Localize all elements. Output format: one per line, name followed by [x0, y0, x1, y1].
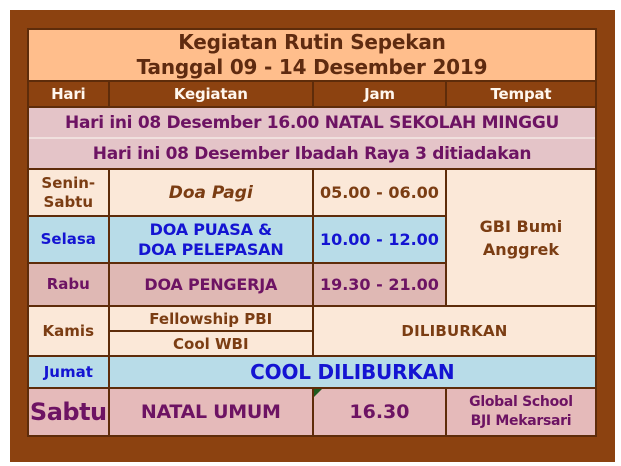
day-cell-sabtu: Sabtu — [29, 389, 110, 435]
status-cell-kamis-diliburkan: DILIBURKAN — [313, 307, 595, 357]
activity-cell-doa-pagi: Doa Pagi — [109, 170, 314, 217]
day-cell-jumat: Jumat — [29, 357, 110, 389]
day-cell-kamis: Kamis — [29, 307, 110, 357]
column-header-jam: Jam — [313, 82, 447, 108]
activity-cell-fellowship-pbi: Fellowship PBI — [109, 307, 314, 332]
day-cell-rabu: Rabu — [29, 264, 110, 307]
time-cell-doa-pagi: 05.00 - 06.00 — [313, 170, 447, 217]
day-senin-line1: Senin- — [41, 173, 96, 192]
venue-cell-gbi-bumi-anggrek: GBI Bumi Anggrek — [446, 170, 595, 307]
activity-cell-natal-umum: NATAL UMUM — [109, 389, 314, 435]
announcement-ibadah-raya: Hari ini 08 Desember Ibadah Raya 3 ditia… — [29, 139, 595, 170]
venue-global-school-line2: BJI Mekarsari — [470, 413, 572, 429]
column-header-row: Hari Kegiatan Jam Tempat — [29, 82, 595, 108]
activity-cell-cool-wbi: Cool WBI — [109, 332, 314, 357]
activity-cell-doa-puasa: DOA PUASA & DOA PELEPASAN — [109, 217, 314, 264]
status-cell-cool-diliburkan: COOL DILIBURKAN — [109, 357, 595, 389]
day-cell-senin-sabtu: Senin- Sabtu — [29, 170, 110, 217]
time-cell-doa-pengerja: 19.30 - 21.00 — [313, 264, 447, 307]
activity-cell-doa-pengerja: DOA PENGERJA — [109, 264, 314, 307]
announcement-natal-sekolah-minggu: Hari ini 08 Desember 16.00 NATAL SEKOLAH… — [29, 108, 595, 139]
page-title-line2: Tanggal 09 - 14 Desember 2019 — [136, 55, 488, 79]
venue-cell-global-school: Global School BJI Mekarsari — [446, 389, 595, 435]
time-cell-doa-puasa: 10.00 - 12.00 — [313, 217, 447, 264]
time-natal-umum-value: 16.30 — [349, 401, 410, 423]
venue-global-school-line1: Global School — [469, 394, 573, 410]
corner-marker-icon — [313, 389, 322, 397]
day-cell-selasa: Selasa — [29, 217, 110, 264]
column-header-tempat: Tempat — [446, 82, 595, 108]
column-header-kegiatan: Kegiatan — [109, 82, 314, 108]
schedule-table: Kegiatan Rutin Sepekan Tanggal 09 - 14 D… — [27, 28, 597, 437]
title-cell: Kegiatan Rutin Sepekan Tanggal 09 - 14 D… — [29, 30, 595, 82]
day-senin-line2: Sabtu — [43, 192, 94, 211]
activity-doa-puasa-line2: DOA PELEPASAN — [138, 239, 284, 259]
time-cell-natal-umum: 16.30 — [313, 389, 447, 435]
poster-frame: Kegiatan Rutin Sepekan Tanggal 09 - 14 D… — [10, 10, 615, 462]
venue-gbi-line2: Anggrek — [482, 239, 559, 259]
activity-doa-puasa-line1: DOA PUASA & — [149, 219, 272, 239]
page-title-line1: Kegiatan Rutin Sepekan — [178, 30, 446, 54]
column-header-hari: Hari — [29, 82, 110, 108]
venue-gbi-line1: GBI Bumi — [479, 216, 563, 236]
